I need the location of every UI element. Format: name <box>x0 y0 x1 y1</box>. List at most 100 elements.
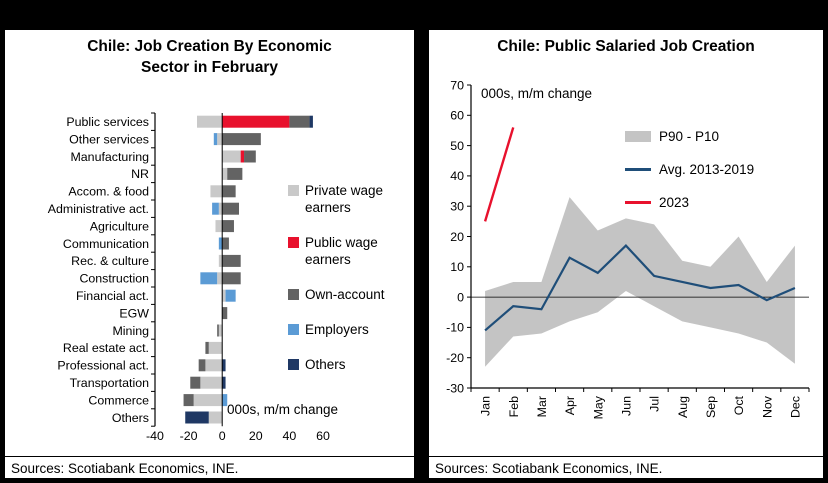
bar-segment <box>222 359 226 372</box>
bar-segment <box>222 220 234 233</box>
bar-segment <box>218 324 223 337</box>
bar-segment <box>208 411 223 424</box>
category-label: Real estate act. <box>63 341 149 355</box>
month-label: Jul <box>648 396 662 412</box>
left-chart-panel: Public services Other services Manufacturi… <box>5 30 414 478</box>
category-label: Rec. & culture <box>71 254 149 268</box>
bar-segment <box>205 341 209 354</box>
bar-segment <box>210 185 223 198</box>
month-label: Sep <box>704 396 718 418</box>
month-label: Oct <box>732 395 746 415</box>
month-label: Dec <box>788 396 802 418</box>
category-label: Professional act. <box>57 359 149 373</box>
legend-swatch-2023 <box>625 201 651 204</box>
left-chart-title: Chile: Job Creation By Economic Sector i… <box>5 36 414 78</box>
public-salaried-line-chart: -30 -20 -10 0 10 20 30 40 50 60 70 Jan Feb Mar Apr May J… <box>446 78 810 419</box>
y-tick-label: 60 <box>450 109 464 123</box>
legend-item-others: Others <box>288 356 397 373</box>
category-label: Others <box>112 411 149 425</box>
bar-segment <box>213 133 218 146</box>
bar-segment <box>217 272 223 285</box>
bar-segment <box>222 167 228 180</box>
x-tick-label: 40 <box>283 429 297 443</box>
month-label: Jan <box>479 396 493 416</box>
bar-segment <box>289 115 310 128</box>
category-label: Agriculture <box>90 219 149 233</box>
bar-segment <box>193 394 223 407</box>
month-label: Feb <box>507 396 521 417</box>
bar-segment <box>222 307 228 320</box>
x-tick-label: 20 <box>249 429 263 443</box>
legend-label-own-account: Own-account <box>305 287 385 302</box>
bar-segment <box>190 376 201 389</box>
legend-label-2023: 2023 <box>659 195 690 210</box>
legend-label-p90-p10: P90 - P10 <box>659 129 720 144</box>
y-tick-label: 70 <box>450 78 464 92</box>
bar-segment <box>227 167 243 180</box>
legend-label-avg-2013-2019: Avg. 2013-2019 <box>659 162 755 177</box>
bar-segment <box>222 272 241 285</box>
right-source-text: Sources: Scotiabank Economics, INE. <box>429 456 823 476</box>
legend-item-2023: 2023 <box>625 194 754 211</box>
legend-swatch-private-wage-earners <box>288 185 299 196</box>
right-chart-title: Chile: Public Salaried Job Creation <box>497 38 755 55</box>
avg-2013-2019-line <box>484 244 796 332</box>
legend-item-public-wage-earners: Public wage earners <box>288 234 397 268</box>
category-label: NR <box>131 167 149 181</box>
month-label: Apr <box>563 396 577 415</box>
month-label: Mar <box>535 396 549 417</box>
p90-p10-band <box>485 197 795 367</box>
y-tick-label: 30 <box>450 200 464 214</box>
legend-label-others: Others <box>305 357 346 372</box>
month-label: Nov <box>760 395 774 418</box>
legend-item-private-wage-earners: Private wage earners <box>288 182 397 216</box>
legend-item-avg-2013-2019: Avg. 2013-2019 <box>625 161 754 178</box>
bar-segment <box>183 394 194 407</box>
y-tick-label: 10 <box>450 260 464 274</box>
category-label: EGW <box>119 306 149 320</box>
left-chart-legend: Private wage earners Public wage earners… <box>288 182 397 373</box>
bar-segment <box>198 359 206 372</box>
bar-segment <box>244 150 256 163</box>
month-label: Aug <box>676 396 690 418</box>
bar-segment <box>222 150 241 163</box>
x-tick-label: -40 <box>146 429 164 443</box>
category-label: Financial act. <box>76 289 149 303</box>
bar-segment <box>212 202 219 215</box>
bar-segment <box>215 220 223 233</box>
category-label: Manufacturing <box>70 150 149 164</box>
bar-segment <box>222 254 241 267</box>
left-axis-note: 000s, m/m change <box>227 402 339 417</box>
x-tick-label: 60 <box>316 429 330 443</box>
category-label: Accom. & food <box>68 185 149 199</box>
bar-segment <box>200 376 223 389</box>
legend-label-private-wage-earners: Private wage earners <box>305 183 384 215</box>
legend-item-own-account: Own-account <box>288 286 397 303</box>
month-label: Jun <box>619 396 633 416</box>
bar-segment <box>222 202 239 215</box>
bar-segment <box>225 289 236 302</box>
category-label: Commerce <box>88 393 149 407</box>
legend-swatch-p90-p10 <box>625 131 651 142</box>
category-label: Communication <box>63 237 149 251</box>
category-label: Transportation <box>70 376 150 390</box>
x-tick-label: 0 <box>219 429 226 443</box>
bar-segment <box>222 376 226 389</box>
bar-segment <box>309 115 313 128</box>
category-label: Construction <box>79 272 149 286</box>
y-tick-label: 50 <box>450 139 464 153</box>
legend-swatch-others <box>288 359 299 370</box>
legend-swatch-avg-2013-2019 <box>625 168 651 171</box>
bar-segment <box>222 185 236 198</box>
y-tick-label: -10 <box>446 321 464 335</box>
left-chart-title-line2: Sector in February <box>141 59 278 76</box>
left-chart-title-line1: Chile: Job Creation By Economic <box>87 38 332 55</box>
y-tick-label: 20 <box>450 230 464 244</box>
x-tick-label: -20 <box>180 429 198 443</box>
bar-segment <box>222 394 228 407</box>
bar-segment <box>185 411 209 424</box>
legend-label-employers: Employers <box>305 322 369 337</box>
category-label: Public services <box>66 115 149 129</box>
legend-label-public-wage-earners: Public wage earners <box>305 235 378 267</box>
month-label: May <box>591 395 605 419</box>
